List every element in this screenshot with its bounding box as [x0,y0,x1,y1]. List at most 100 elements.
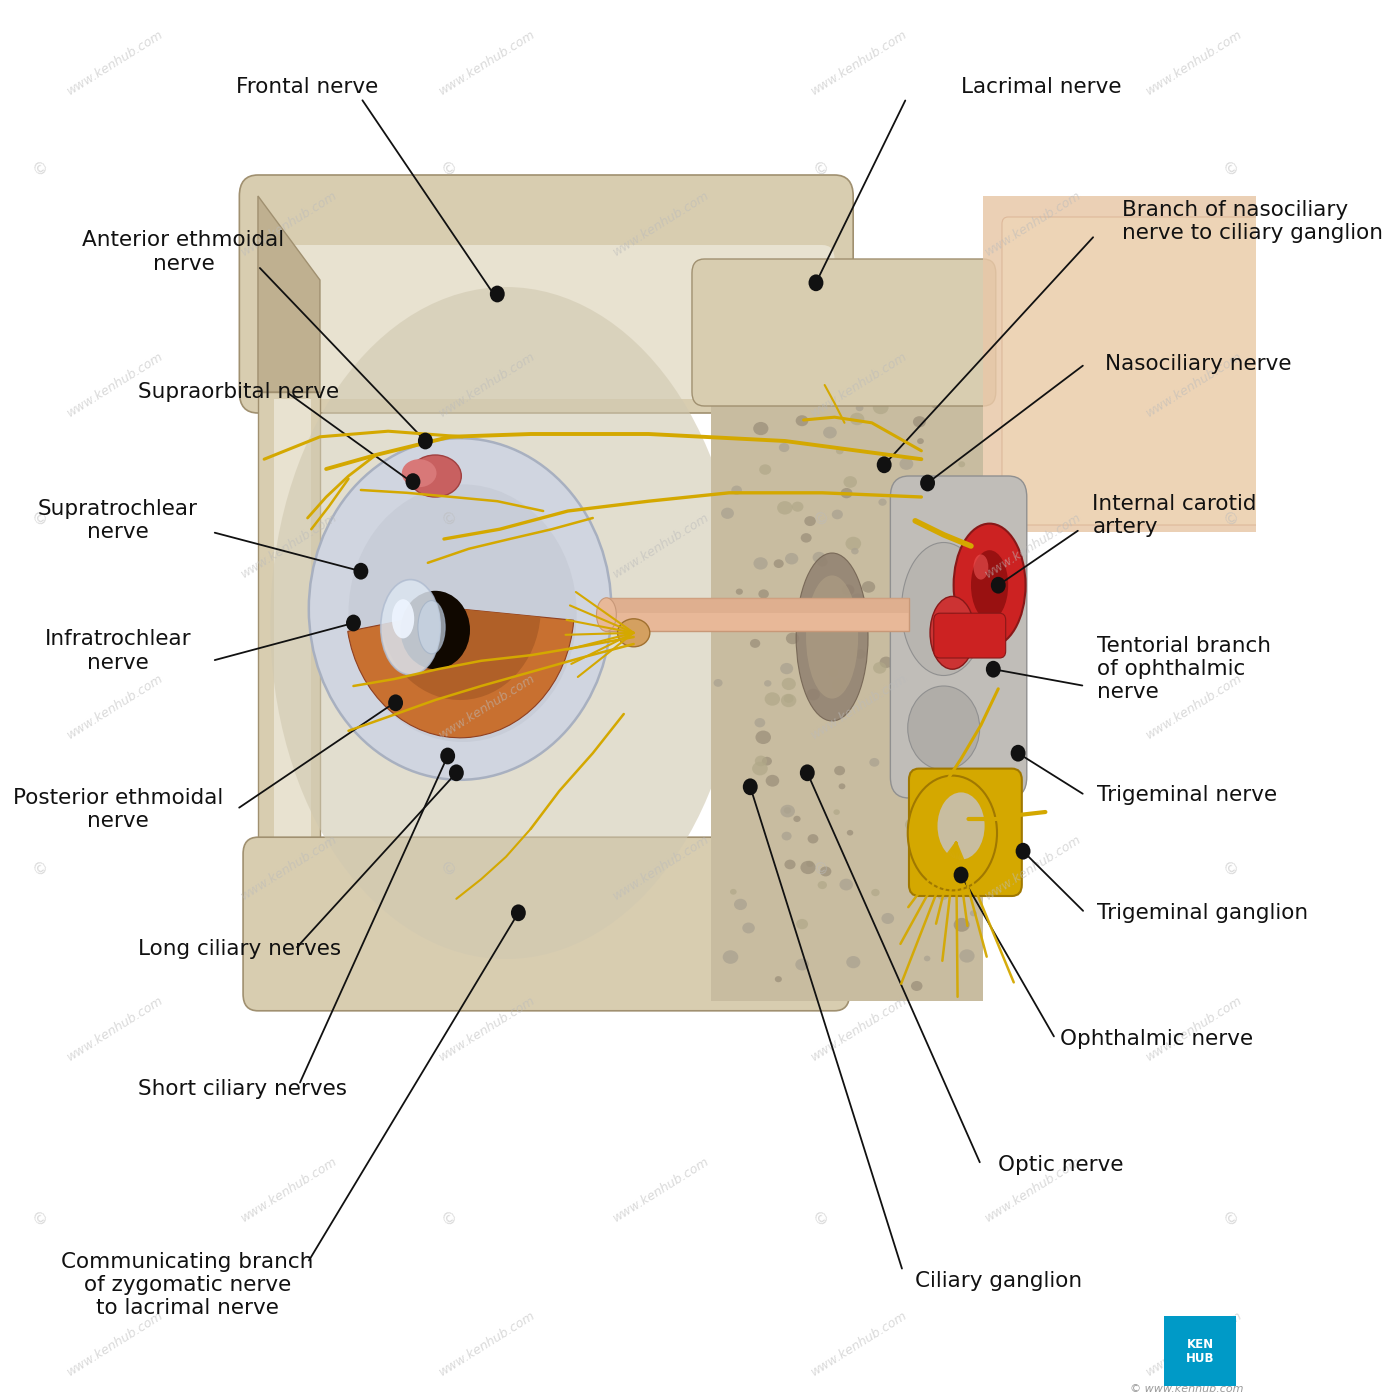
Ellipse shape [973,554,988,580]
Text: ©: © [31,1208,52,1228]
Polygon shape [711,336,983,1001]
Text: Ciliary ganglion: Ciliary ganglion [916,1271,1082,1291]
Text: www.kenhub.com: www.kenhub.com [983,1155,1084,1225]
Ellipse shape [808,834,819,843]
Text: www.kenhub.com: www.kenhub.com [1144,994,1245,1064]
Text: www.kenhub.com: www.kenhub.com [238,189,340,259]
Ellipse shape [764,680,771,686]
Ellipse shape [833,809,840,815]
Ellipse shape [784,694,794,703]
Text: www.kenhub.com: www.kenhub.com [1144,1309,1245,1379]
Text: www.kenhub.com: www.kenhub.com [809,994,910,1064]
Text: ©: © [812,1208,833,1228]
Ellipse shape [843,476,857,487]
Text: www.kenhub.com: www.kenhub.com [610,833,711,903]
Ellipse shape [795,605,811,617]
Ellipse shape [832,678,848,692]
Ellipse shape [938,657,949,666]
Ellipse shape [818,557,827,567]
Ellipse shape [819,624,832,636]
Ellipse shape [755,756,767,766]
Ellipse shape [899,458,913,470]
Text: ©: © [1221,1208,1242,1228]
Text: KEN
HUB: KEN HUB [1186,1337,1215,1365]
Text: Infratrochlear
nerve: Infratrochlear nerve [45,630,192,672]
FancyBboxPatch shape [244,837,850,1011]
Ellipse shape [871,889,879,896]
Ellipse shape [392,599,414,638]
Polygon shape [258,196,321,392]
Ellipse shape [836,448,844,455]
Ellipse shape [938,890,948,900]
Text: ©: © [1221,158,1242,178]
Text: www.kenhub.com: www.kenhub.com [809,28,910,98]
Ellipse shape [878,498,886,505]
Ellipse shape [834,766,846,776]
Ellipse shape [801,533,812,543]
Ellipse shape [752,762,767,776]
Ellipse shape [930,596,974,669]
Polygon shape [605,598,909,631]
Circle shape [920,475,935,491]
Ellipse shape [820,867,832,876]
Circle shape [986,661,1001,678]
Ellipse shape [829,669,839,676]
Circle shape [799,764,815,781]
Ellipse shape [917,438,924,444]
FancyBboxPatch shape [1165,1316,1236,1386]
Text: www.kenhub.com: www.kenhub.com [437,994,538,1064]
Circle shape [449,764,463,781]
Ellipse shape [818,881,827,889]
Ellipse shape [846,956,861,969]
Ellipse shape [736,588,743,595]
Text: Lacrimal nerve: Lacrimal nerve [960,77,1121,97]
Text: © www.kenhub.com: © www.kenhub.com [1130,1385,1243,1394]
Text: www.kenhub.com: www.kenhub.com [1144,672,1245,742]
Circle shape [346,615,361,631]
Circle shape [743,778,757,795]
Ellipse shape [847,830,853,836]
Text: Trigeminal ganglion: Trigeminal ganglion [1098,903,1309,923]
Ellipse shape [958,560,973,573]
Ellipse shape [907,776,997,890]
FancyBboxPatch shape [692,259,995,406]
Ellipse shape [953,524,1026,647]
Text: Supratrochlear
nerve: Supratrochlear nerve [38,500,197,542]
Ellipse shape [850,413,864,426]
Circle shape [1011,745,1026,762]
Text: ©: © [31,858,52,878]
Ellipse shape [409,455,462,497]
Circle shape [388,694,403,711]
FancyBboxPatch shape [1002,217,1263,525]
Ellipse shape [806,861,813,867]
Circle shape [1015,843,1030,860]
Ellipse shape [832,510,843,519]
Ellipse shape [851,547,858,554]
Ellipse shape [911,981,923,991]
Ellipse shape [778,442,790,452]
Ellipse shape [846,536,861,550]
Circle shape [349,484,577,742]
Ellipse shape [780,664,794,675]
Ellipse shape [910,385,921,395]
Ellipse shape [923,675,932,683]
Text: www.kenhub.com: www.kenhub.com [983,511,1084,581]
Ellipse shape [755,718,766,728]
Text: www.kenhub.com: www.kenhub.com [64,350,167,420]
FancyBboxPatch shape [934,613,1005,658]
Text: Optic nerve: Optic nerve [998,1155,1124,1175]
Ellipse shape [759,465,771,475]
Ellipse shape [840,879,853,890]
Ellipse shape [766,774,780,787]
Text: Branch of nasociliary
nerve to ciliary ganglion: Branch of nasociliary nerve to ciliary g… [1123,200,1383,242]
Text: www.kenhub.com: www.kenhub.com [809,672,910,742]
Ellipse shape [750,638,760,648]
Ellipse shape [781,678,795,690]
Text: www.kenhub.com: www.kenhub.com [238,511,340,581]
Text: Supraorbital nerve: Supraorbital nerve [137,382,339,402]
Text: ©: © [812,508,833,528]
Text: www.kenhub.com: www.kenhub.com [610,511,711,581]
Text: www.kenhub.com: www.kenhub.com [64,994,167,1064]
Text: ©: © [31,158,52,178]
Ellipse shape [806,575,858,699]
